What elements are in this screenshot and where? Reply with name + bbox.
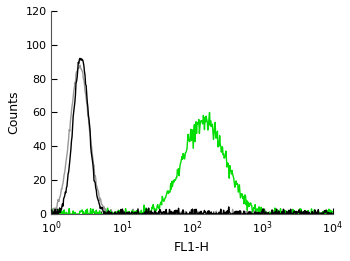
Y-axis label: Counts: Counts: [7, 91, 20, 134]
X-axis label: FL1-H: FL1-H: [174, 241, 210, 254]
